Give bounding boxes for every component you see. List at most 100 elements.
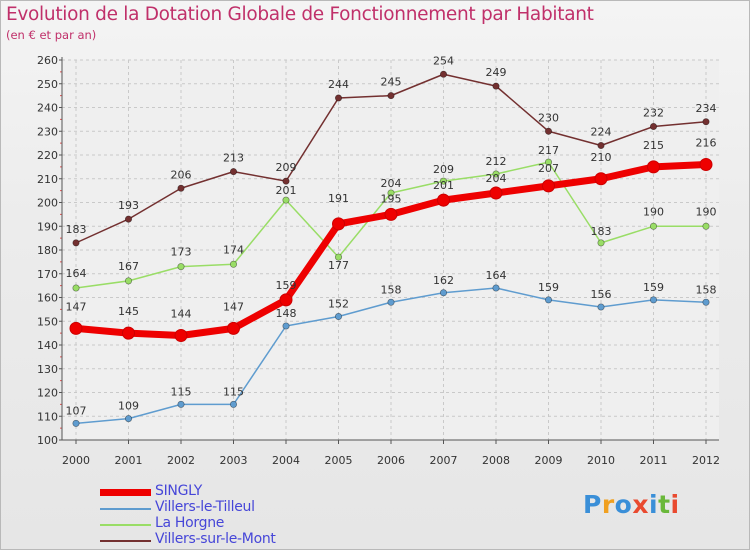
legend-label-villers-sur-le-mont: Villers-sur-le-Mont xyxy=(155,531,276,547)
data-point-villers-sur-le-mont xyxy=(544,127,553,135)
data-point-la-horgne xyxy=(282,196,290,204)
data-point-villers-le-tilleul xyxy=(229,400,238,408)
data-label-singly: 147 xyxy=(66,300,87,313)
data-point-la-horgne xyxy=(492,170,500,178)
data-point-la-horgne xyxy=(177,263,185,271)
y-tick-label: 240 xyxy=(37,102,58,115)
y-tick-label: 130 xyxy=(37,363,58,376)
data-label-villers-sur-le-mont: 254 xyxy=(433,54,454,67)
y-tick-label: 190 xyxy=(37,220,58,233)
y-tick-label: 170 xyxy=(37,268,58,281)
grid xyxy=(62,59,719,441)
data-point-singly xyxy=(647,160,660,174)
data-point-la-horgne xyxy=(229,260,238,268)
data-point-villers-sur-le-mont xyxy=(282,177,290,185)
data-label-villers-le-tilleul: 152 xyxy=(328,298,349,311)
data-label-villers-le-tilleul: 164 xyxy=(486,269,507,282)
data-label-la-horgne: 217 xyxy=(538,144,559,157)
data-label-la-horgne: 190 xyxy=(643,205,664,218)
data-label-villers-sur-le-mont: 206 xyxy=(171,168,192,181)
x-tick-label: 2001 xyxy=(115,454,143,467)
x-tick-label: 2003 xyxy=(220,454,248,467)
data-label-la-horgne: 173 xyxy=(171,246,192,259)
legend-item-villers-sur-le-mont: Villers-sur-le-Mont xyxy=(100,531,360,548)
data-point-la-horgne xyxy=(439,177,448,185)
data-point-villers-sur-le-mont xyxy=(702,118,710,126)
data-label-la-horgne: 177 xyxy=(328,259,349,272)
data-point-singly xyxy=(174,329,188,342)
data-label-villers-sur-le-mont: 249 xyxy=(486,66,507,79)
data-label-villers-le-tilleul: 107 xyxy=(66,404,87,417)
data-point-la-horgne xyxy=(702,222,710,230)
data-labels: 183 193 206 213 209 244 245 254 249 230 224 232 234 1… xyxy=(66,54,717,417)
data-point-villers-le-tilleul xyxy=(387,298,395,306)
data-label-la-horgne: 201 xyxy=(276,184,297,197)
data-point-singly xyxy=(227,321,240,335)
data-point-villers-sur-le-mont xyxy=(649,122,658,131)
legend: SINGLY Villers-le-Tilleul La Horgne Vill… xyxy=(100,483,360,548)
data-label-la-horgne: 190 xyxy=(696,205,717,218)
x-tick-label: 2010 xyxy=(587,454,615,467)
data-label-la-horgne: 183 xyxy=(591,225,612,238)
data-point-singly xyxy=(69,321,83,335)
y-tick-label: 150 xyxy=(37,315,58,328)
data-point-singly xyxy=(384,207,398,221)
legend-swatch-la-horgne xyxy=(100,524,151,526)
series-lines xyxy=(69,70,713,427)
data-label-la-horgne: 164 xyxy=(66,267,87,280)
data-point-villers-sur-le-mont xyxy=(387,92,395,100)
legend-swatch-singly xyxy=(100,489,151,496)
data-point-villers-le-tilleul xyxy=(492,284,500,292)
y-tick-label: 180 xyxy=(37,244,58,257)
data-point-villers-le-tilleul xyxy=(649,296,658,304)
legend-swatch-villers-le-tilleul xyxy=(100,508,151,510)
data-label-singly: 210 xyxy=(591,151,612,164)
data-label-singly: 191 xyxy=(328,192,349,205)
data-label-villers-sur-le-mont: 213 xyxy=(223,152,244,165)
data-label-villers-le-tilleul: 159 xyxy=(643,281,664,294)
data-point-singly xyxy=(542,179,555,193)
data-label-villers-le-tilleul: 158 xyxy=(696,283,717,296)
data-point-singly xyxy=(699,158,713,171)
data-point-singly xyxy=(279,293,293,307)
chart-title: Evolution de la Dotation Globale de Fonc… xyxy=(6,4,594,25)
x-tick-label: 2005 xyxy=(325,454,353,467)
data-label-villers-le-tilleul: 156 xyxy=(591,288,612,301)
logo-letter: r xyxy=(601,490,615,519)
data-point-villers-sur-le-mont xyxy=(124,215,133,223)
data-label-la-horgne: 209 xyxy=(433,163,454,176)
y-tick-label: 220 xyxy=(37,149,58,162)
y-tick-label: 100 xyxy=(37,434,58,447)
data-label-la-horgne: 204 xyxy=(381,177,402,190)
legend-item-la-horgne: La Horgne xyxy=(100,515,360,532)
legend-label-la-horgne: La Horgne xyxy=(155,515,225,531)
data-point-la-horgne xyxy=(124,277,133,285)
data-label-villers-le-tilleul: 162 xyxy=(433,274,454,287)
data-label-villers-le-tilleul: 109 xyxy=(118,400,139,413)
data-point-villers-sur-le-mont xyxy=(334,94,343,102)
data-label-villers-sur-le-mont: 209 xyxy=(276,161,297,174)
data-label-singly: 216 xyxy=(696,137,717,150)
logo-letter: t xyxy=(658,490,671,519)
data-label-la-horgne: 174 xyxy=(223,243,244,256)
data-label-singly: 159 xyxy=(276,279,297,292)
data-point-villers-sur-le-mont xyxy=(177,184,185,192)
data-point-villers-sur-le-mont xyxy=(439,70,448,78)
data-label-singly: 215 xyxy=(643,139,664,152)
logo-letter: o xyxy=(614,490,633,519)
data-point-villers-le-tilleul xyxy=(439,289,448,297)
y-tick-label: 230 xyxy=(37,125,58,138)
y-tick-label: 120 xyxy=(37,387,58,400)
data-label-singly: 147 xyxy=(223,300,244,313)
data-point-villers-le-tilleul xyxy=(72,419,80,427)
data-label-villers-le-tilleul: 159 xyxy=(538,281,559,294)
data-point-singly xyxy=(332,217,345,231)
data-label-villers-sur-le-mont: 244 xyxy=(328,78,349,91)
data-point-la-horgne xyxy=(334,253,343,261)
data-point-villers-le-tilleul xyxy=(177,400,185,408)
data-point-villers-le-tilleul xyxy=(124,415,133,423)
data-point-la-horgne xyxy=(544,158,553,166)
x-tick-label: 2006 xyxy=(377,454,405,467)
data-point-singly xyxy=(122,326,135,340)
